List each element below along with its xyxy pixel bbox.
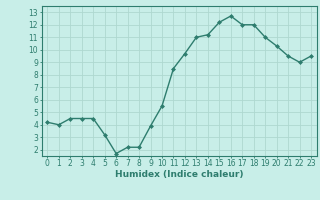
X-axis label: Humidex (Indice chaleur): Humidex (Indice chaleur) [115,170,244,179]
